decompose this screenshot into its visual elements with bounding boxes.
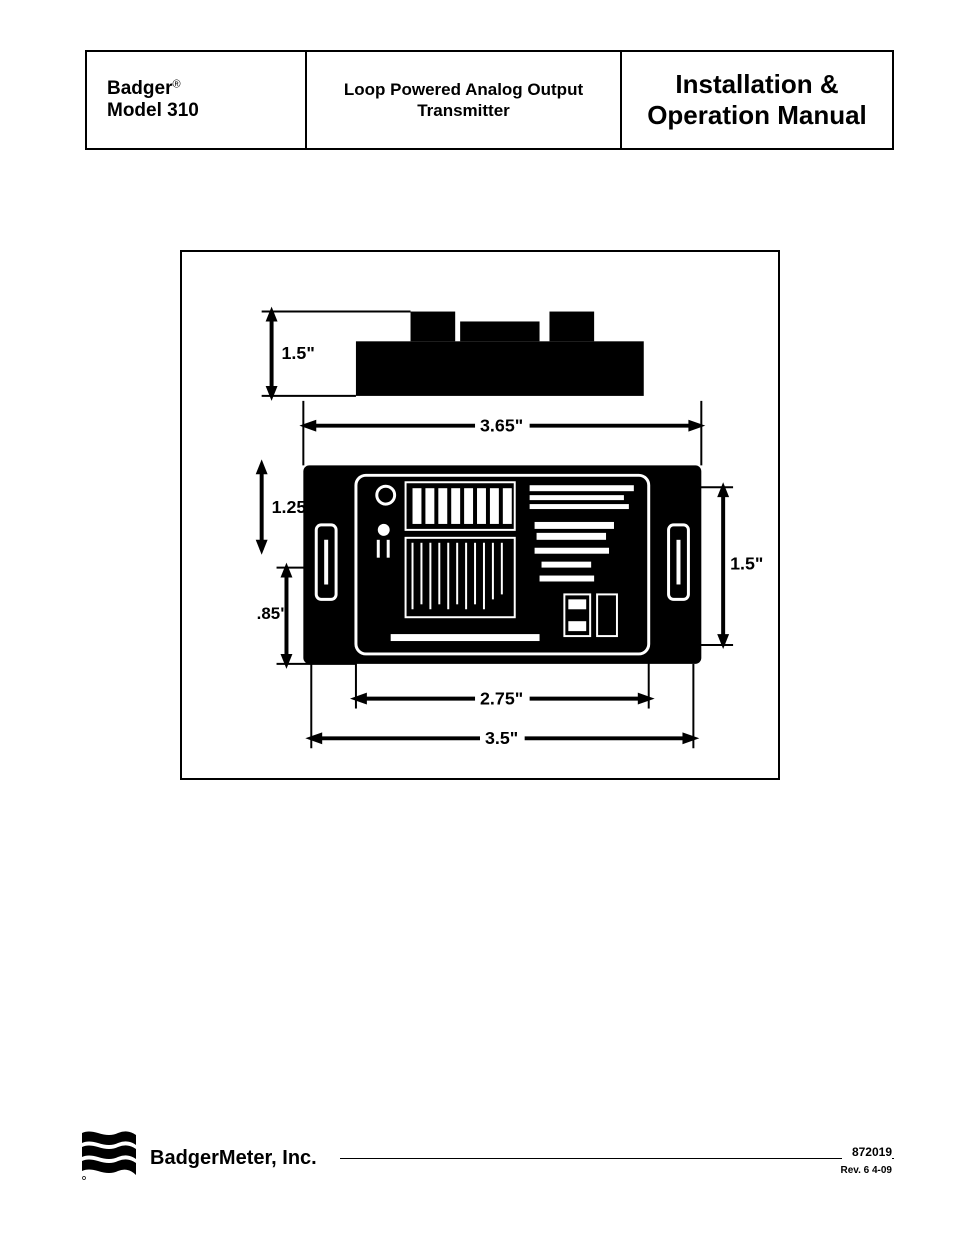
model-line: Model 310 — [107, 100, 285, 122]
revision: Rev. 6 4-09 — [840, 1165, 892, 1176]
dim-val-right: 1.5" — [730, 554, 763, 574]
doc-number: 872019 — [842, 1145, 892, 1159]
dim-val-inner-w: 2.75" — [480, 689, 523, 709]
header-row: Badger® Model 310 Loop Powered Analog Ou… — [85, 50, 894, 150]
badger-logo-icon — [80, 1125, 140, 1180]
dim-val-left-mid: 1.25" — [272, 497, 315, 517]
dim-val-top-left: 1.5" — [282, 343, 315, 363]
title-line2: Operation Manual — [647, 100, 867, 131]
header-subtitle-cell: Loop Powered Analog Output Transmitter — [307, 52, 622, 148]
title-line1: Installation & — [675, 69, 838, 100]
dim-val-outer-w: 3.5" — [485, 728, 518, 748]
dimensional-figure: 1.5" 3.65" — [180, 250, 780, 780]
subtitle-line1: Loop Powered Analog Output — [344, 79, 583, 100]
brand-registered: ® — [172, 79, 180, 91]
dim-val-left-bottom: .85" — [257, 604, 288, 623]
header-brand-cell: Badger® Model 310 — [87, 52, 307, 148]
brand-name: Badger — [107, 78, 172, 99]
brand-line: Badger® — [107, 78, 285, 100]
dim-inner-width: 2.75" — [350, 659, 655, 709]
dim-val-width-top: 3.65" — [480, 416, 523, 436]
footer-rule — [340, 1158, 894, 1159]
dim-width-top: 3.65" — [299, 401, 705, 466]
subtitle-line2: Transmitter — [417, 100, 510, 121]
module-body — [303, 465, 701, 663]
footer: BadgerMeter, Inc. 872019 Rev. 6 4-09 — [80, 1125, 894, 1185]
top-connector — [356, 312, 644, 396]
dim-right: 1.5" — [698, 482, 763, 649]
figure-svg: 1.5" 3.65" — [182, 252, 778, 778]
company-name: BadgerMeter, Inc. — [150, 1147, 317, 1170]
header-title-cell: Installation & Operation Manual — [622, 52, 892, 148]
